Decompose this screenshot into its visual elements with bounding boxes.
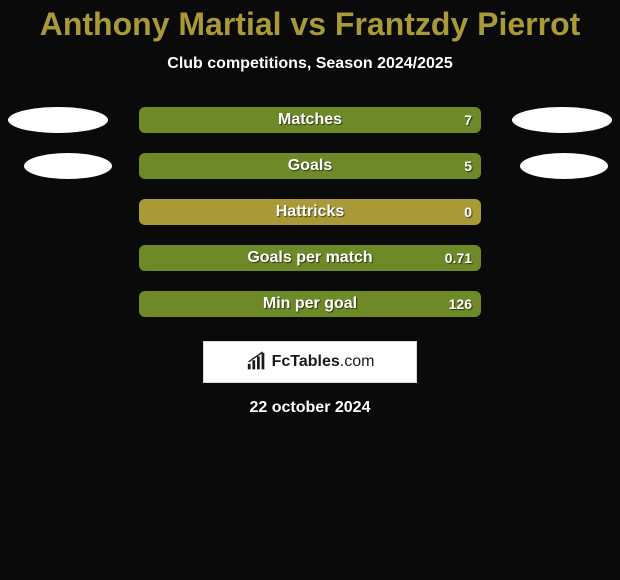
player2-accent-ellipse xyxy=(512,107,612,133)
comparison-infographic: Anthony Martial vs Frantzdy Pierrot Club… xyxy=(0,0,620,580)
stat-bar-fill-player2 xyxy=(310,199,481,225)
vs-text: vs xyxy=(290,6,326,42)
stat-value-player2: 126 xyxy=(449,291,472,317)
player2-accent-ellipse xyxy=(520,153,608,179)
stat-value-player2: 0.71 xyxy=(445,245,472,271)
logo-text-light: .com xyxy=(340,353,375,370)
player2-name: Frantzdy Pierrot xyxy=(335,6,580,42)
stat-row: Matches7 xyxy=(0,97,620,143)
stat-bar-track xyxy=(139,245,481,271)
stat-rows: Matches70Goals50Hattricks0Goals per matc… xyxy=(0,97,620,327)
fctables-logo: FcTables.com xyxy=(203,341,417,383)
subtitle: Club competitions, Season 2024/2025 xyxy=(0,55,620,73)
stat-bar-track xyxy=(139,199,481,225)
player1-accent-ellipse xyxy=(24,153,112,179)
stat-row: Goals per match0.71 xyxy=(0,235,620,281)
stat-bar-fill-player2 xyxy=(139,291,481,317)
stat-row: Min per goal126 xyxy=(0,281,620,327)
stat-value-player2: 7 xyxy=(464,107,472,133)
stat-bar-track xyxy=(139,291,481,317)
chart-icon xyxy=(246,351,268,373)
stat-bar-fill-player2 xyxy=(139,107,481,133)
player1-accent-ellipse xyxy=(8,107,108,133)
page-title: Anthony Martial vs Frantzdy Pierrot xyxy=(0,0,620,43)
date-text: 22 october 2024 xyxy=(0,399,620,417)
stat-value-player2: 0 xyxy=(464,199,472,225)
stat-row: 0Hattricks0 xyxy=(0,189,620,235)
stat-value-player2: 5 xyxy=(464,153,472,179)
stat-bar-fill-player2 xyxy=(139,245,481,271)
stat-bar-track xyxy=(139,107,481,133)
stat-bar-fill-player2 xyxy=(139,153,481,179)
stat-row: 0Goals5 xyxy=(0,143,620,189)
player1-name: Anthony Martial xyxy=(40,6,282,42)
logo-text-bold: FcTables xyxy=(272,353,340,370)
stat-bar-fill-player1 xyxy=(139,199,310,225)
logo-text: FcTables.com xyxy=(272,353,375,371)
stat-bar-track xyxy=(139,153,481,179)
